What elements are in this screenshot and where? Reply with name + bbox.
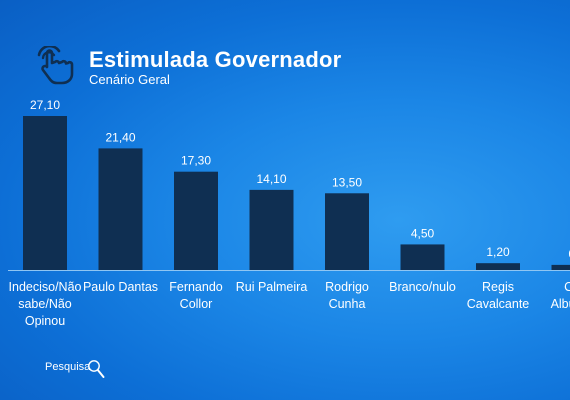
- magnifier-icon: [88, 360, 105, 378]
- data-label: 17,30: [181, 154, 211, 168]
- chart-subtitle: Cenário Geral: [89, 72, 170, 87]
- data-label: 1,20: [486, 245, 510, 259]
- category-label: Albuque: [551, 297, 570, 311]
- data-label: 13,50: [332, 175, 362, 189]
- category-label: Regis: [482, 280, 514, 294]
- category-label: Cunha: [329, 297, 366, 311]
- category-label: Cavalcante: [467, 297, 530, 311]
- category-label: Cíc: [564, 280, 570, 294]
- bar: [249, 189, 294, 270]
- bar: [476, 263, 520, 270]
- pointing-hand-icon: [37, 46, 74, 85]
- bar: [551, 264, 570, 270]
- data-label: 14,10: [256, 172, 286, 186]
- category-label: Fernando: [169, 280, 223, 294]
- category-label: Rodrigo: [325, 280, 369, 294]
- category-label: Opinou: [25, 314, 65, 328]
- bar: [174, 171, 218, 270]
- category-label: Indeciso/Não: [9, 280, 82, 294]
- brand-label: Pesquisa: [45, 361, 91, 373]
- category-label: Branco/nulo: [389, 280, 456, 294]
- chart-title: Estimulada Governador: [89, 47, 342, 72]
- data-label: 21,40: [105, 130, 135, 144]
- data-label: 0,: [568, 247, 570, 261]
- bar: [325, 193, 369, 270]
- data-label: 27,10: [30, 98, 60, 112]
- category-label: Rui Palmeira: [236, 280, 308, 294]
- bar: [23, 116, 67, 270]
- category-label: Collor: [180, 297, 213, 311]
- category-label: sabe/Não: [18, 297, 72, 311]
- category-label: Paulo Dantas: [83, 280, 158, 294]
- bar: [400, 244, 445, 270]
- bar: [98, 148, 143, 270]
- data-label: 4,50: [411, 226, 435, 240]
